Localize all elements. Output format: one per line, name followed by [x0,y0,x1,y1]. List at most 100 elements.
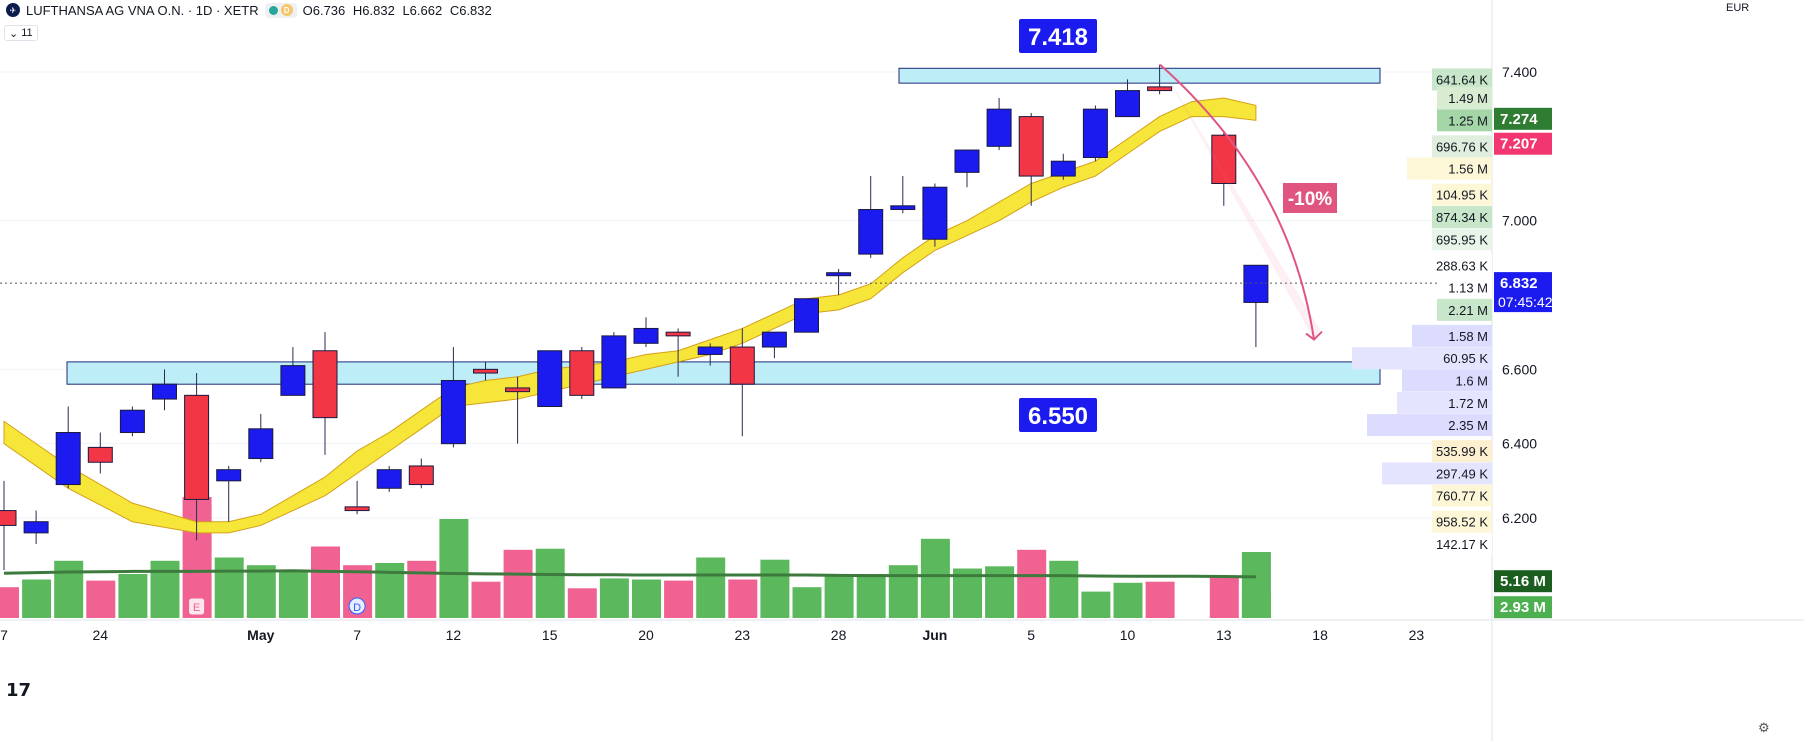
candle [794,298,819,333]
candle-body [312,350,338,419]
candle-body [986,108,1012,147]
volume-bar [535,548,565,618]
volume-bar [760,559,790,618]
volume-profile-label: 760.77 K [1436,489,1488,504]
y-tick-label: 6.400 [1502,436,1537,452]
volume-bar [278,571,308,618]
volume-bar [632,579,661,618]
volume-profile-bar [1432,254,1492,277]
candle-body [1147,86,1173,92]
candle [954,149,980,188]
volume-profile-bar [1397,391,1492,414]
candle-body [890,205,916,211]
ohlc-open: O6.736 [302,2,346,18]
volume-bar [1241,592,1271,618]
volume-bar [792,587,822,618]
volume-profile-bar [1432,205,1492,228]
price-scale-badge [1494,272,1552,313]
volume-profile-label: 641.64 K [1436,72,1488,87]
price-zone [66,361,1381,385]
candle-body [505,387,531,393]
candle [1018,112,1044,206]
ohlc-values: O6.736 H6.832 L6.662 C6.832 [303,3,496,18]
volume-profile-bar [1367,414,1492,437]
candle [890,176,916,214]
x-tick-label: May [247,627,274,643]
candle-body [922,186,948,240]
tradingview-logo-icon[interactable]: 𝟭𝟳 [6,680,32,701]
event-marker-E: E [188,597,206,616]
volume-bar [1209,576,1239,618]
candle [1243,264,1269,348]
chart-header: ✈ LUFTHANSA AG VNA O.N. · 1D · XETR D O6… [6,1,496,19]
ohlc-close: C6.832 [449,2,492,18]
chevron-down-icon: ⌄ [9,27,19,40]
volume-profile-label: 874.34 K [1436,210,1488,225]
x-tick-label: 7 [353,627,361,643]
volume-profile-label: 1.25 M [1448,113,1488,128]
zone-label-1: 6.550 [1019,398,1097,432]
volume-ma-line [3,569,1256,579]
candle-body [1050,160,1076,177]
candle [280,347,306,396]
indicator-count: 11 [21,27,33,39]
volume-bar [1017,549,1047,618]
candle-body [826,272,852,277]
y-tick-label: 7.400 [1502,64,1537,80]
gear-icon[interactable]: ⚙ [1758,720,1770,735]
price-scale-badge [1494,596,1552,619]
candle [152,369,177,411]
zone-label-box [1019,398,1097,432]
volume-bar [54,560,84,618]
candle-body [408,465,434,486]
volume-profile-bar [1437,276,1492,299]
volume-profile-bar [1432,228,1492,251]
candle-body [248,428,274,460]
candle [1050,153,1076,180]
candle-body [858,209,884,255]
symbol-title[interactable]: LUFTHANSA AG VNA O.N. · 1D · XETR [26,2,259,18]
x-tick-label: 28 [831,627,847,643]
annotation-label-text: -10% [1288,189,1332,210]
volume-bar [471,581,501,618]
volume-bar [567,588,597,618]
volume-bar [599,578,629,618]
annotation-arrow [1159,63,1315,340]
volume-profile-label: 958.52 K [1436,515,1488,530]
volume-profile-bar [1407,157,1492,180]
candle-body [344,506,370,512]
candle-body [119,409,145,434]
volume-profile-label: 60.95 K [1443,351,1488,366]
currency-label[interactable]: EUR [1726,2,1750,14]
volume-profile-bar [1432,135,1492,158]
candle-body [954,149,980,173]
candle-body [23,521,49,534]
candle-body [729,346,755,385]
indicators-toggle-button[interactable]: ⌄ 11 [4,25,38,41]
ohlc-high: H6.832 [352,2,395,18]
candle [408,458,434,489]
price-scale-badge [1494,570,1552,593]
volume-profile-label: 1.13 M [1448,281,1488,296]
volume-profile-label: 104.95 K [1436,188,1488,203]
volume-bar [22,579,52,618]
volume-profile-label: 1.58 M [1448,329,1488,344]
price-scale-badge [1494,107,1552,130]
annotation-arrowhead [1305,330,1323,341]
candle-body [87,446,113,463]
candle [184,373,210,541]
candle [826,268,852,295]
price-scale-text: 7.274 [1500,111,1538,128]
candle [248,413,274,463]
candle [601,332,627,389]
market-status-pill[interactable]: D [264,2,297,18]
candle-body [537,350,563,407]
event-box [188,597,206,616]
volume-profile-bar [1432,68,1492,91]
price-scale-text: 6.832 [1500,275,1538,292]
price-scale-text: 2.93 M [1500,599,1546,616]
price-scale-text: 5.16 M [1500,573,1546,590]
candle [23,510,49,545]
